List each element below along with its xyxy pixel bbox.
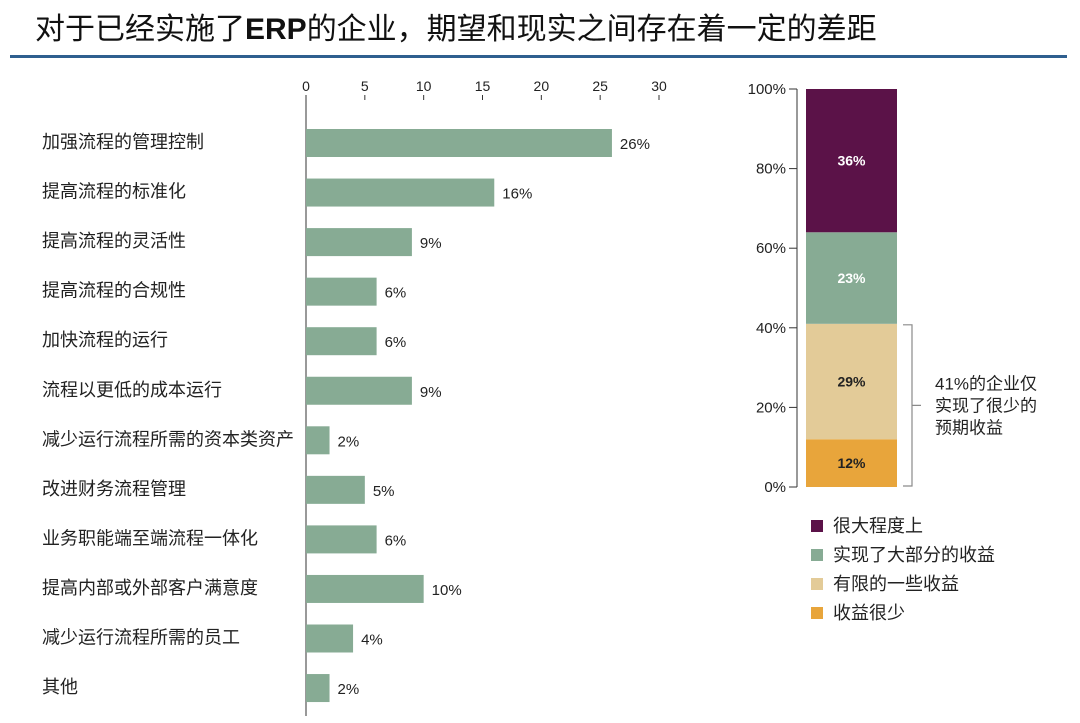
category-label: 提高内部或外部客户满意度: [42, 578, 258, 598]
legend-swatch: [811, 578, 823, 590]
x-tick-label: 15: [475, 78, 491, 94]
bar-value-label: 6%: [385, 285, 407, 302]
legend-swatch: [811, 607, 823, 619]
bar: [306, 525, 377, 554]
annotation-text: 41%的企业仅: [935, 374, 1037, 393]
y-tick-label: 60%: [756, 240, 786, 257]
page-title: 对于已经实施了ERP的企业，期望和现实之间存在着一定的差距: [35, 9, 877, 51]
bar-value-label: 5%: [373, 483, 395, 500]
annotation-text: 预期收益: [935, 418, 1003, 437]
bar-value-label: 26%: [620, 136, 650, 153]
bar-value-label: 2%: [338, 681, 360, 698]
stacked-segment: [806, 89, 897, 233]
bar-value-label: 6%: [385, 532, 407, 549]
x-tick-label: 0: [302, 78, 310, 94]
title-underline: [10, 55, 1067, 58]
segment-value-label: 12%: [837, 455, 866, 471]
segment-value-label: 23%: [837, 270, 866, 286]
x-tick-label: 10: [416, 78, 432, 94]
category-label: 流程以更低的成本运行: [42, 380, 222, 400]
bar: [306, 376, 412, 405]
bar: [306, 277, 377, 306]
x-tick-label: 5: [361, 78, 369, 94]
stacked-segment: [806, 232, 897, 324]
segment-value-label: 36%: [837, 153, 866, 169]
category-label: 提高流程的合规性: [42, 281, 186, 301]
segment-value-label: 29%: [837, 374, 866, 390]
y-tick-label: 80%: [756, 161, 786, 178]
horizontal-bar-chart: 0 5 10 15 20 25 30 加强流程的管理控制 26% 提高流程的标准化 16% 提高流程的…: [42, 78, 667, 716]
bar: [306, 228, 412, 257]
bar: [306, 426, 330, 455]
title-text-start: 对于已经实施了: [35, 12, 245, 47]
y-tick-label: 0%: [764, 479, 786, 496]
bar: [306, 674, 330, 703]
bar-value-label: 9%: [420, 384, 442, 401]
legend-swatch: [811, 549, 823, 561]
category-label: 减少运行流程所需的员工: [42, 628, 240, 648]
bar-value-label: 16%: [502, 186, 532, 203]
bar: [306, 624, 354, 653]
stacked-segment: [806, 323, 897, 440]
bar: [306, 178, 495, 207]
category-label: 加强流程的管理控制: [42, 132, 204, 152]
legend-swatch: [811, 520, 823, 532]
category-label: 加快流程的运行: [42, 330, 168, 350]
category-label: 提高流程的灵活性: [42, 231, 186, 251]
annotation-text: 实现了很少的: [935, 396, 1037, 415]
legend-label: 收益很少: [833, 603, 905, 623]
stacked-segment: [806, 439, 897, 487]
bar-value-label: 9%: [420, 235, 442, 252]
category-label: 减少运行流程所需的资本类资产: [42, 429, 294, 449]
legend-label: 有限的一些收益: [833, 574, 959, 594]
bar: [306, 129, 612, 157]
category-label: 提高流程的标准化: [42, 182, 186, 202]
bar: [306, 475, 365, 504]
y-tick-label: 40%: [756, 320, 786, 337]
category-label: 改进财务流程管理: [42, 479, 186, 499]
legend-label: 实现了大部分的收益: [833, 545, 995, 565]
bar-value-label: 4%: [361, 632, 383, 649]
y-tick-label: 20%: [756, 399, 786, 416]
title-text-emphasis: ERP: [245, 13, 307, 46]
x-tick-label: 25: [592, 78, 608, 94]
bar-value-label: 2%: [338, 433, 360, 450]
category-label: 其他: [42, 677, 78, 697]
x-tick-label: 20: [534, 78, 550, 94]
bar: [306, 327, 377, 356]
category-label: 业务职能端至端流程一体化: [42, 528, 258, 548]
title-text-end: 的企业，期望和现实之间存在着一定的差距: [306, 12, 877, 47]
bar-value-label: 10%: [432, 582, 462, 599]
bar-value-label: 6%: [385, 334, 407, 351]
y-tick-label: 100%: [748, 81, 786, 98]
legend-label: 很大程度上: [833, 516, 923, 536]
bar: [306, 574, 424, 603]
x-tick-label: 30: [651, 78, 667, 94]
stacked-bar-chart: 0% 20% 40% 60% 80% 100% 12% 29% 23% 36% 41%的企业仅实现了…: [748, 81, 1037, 496]
annotation-bracket: [903, 324, 921, 487]
